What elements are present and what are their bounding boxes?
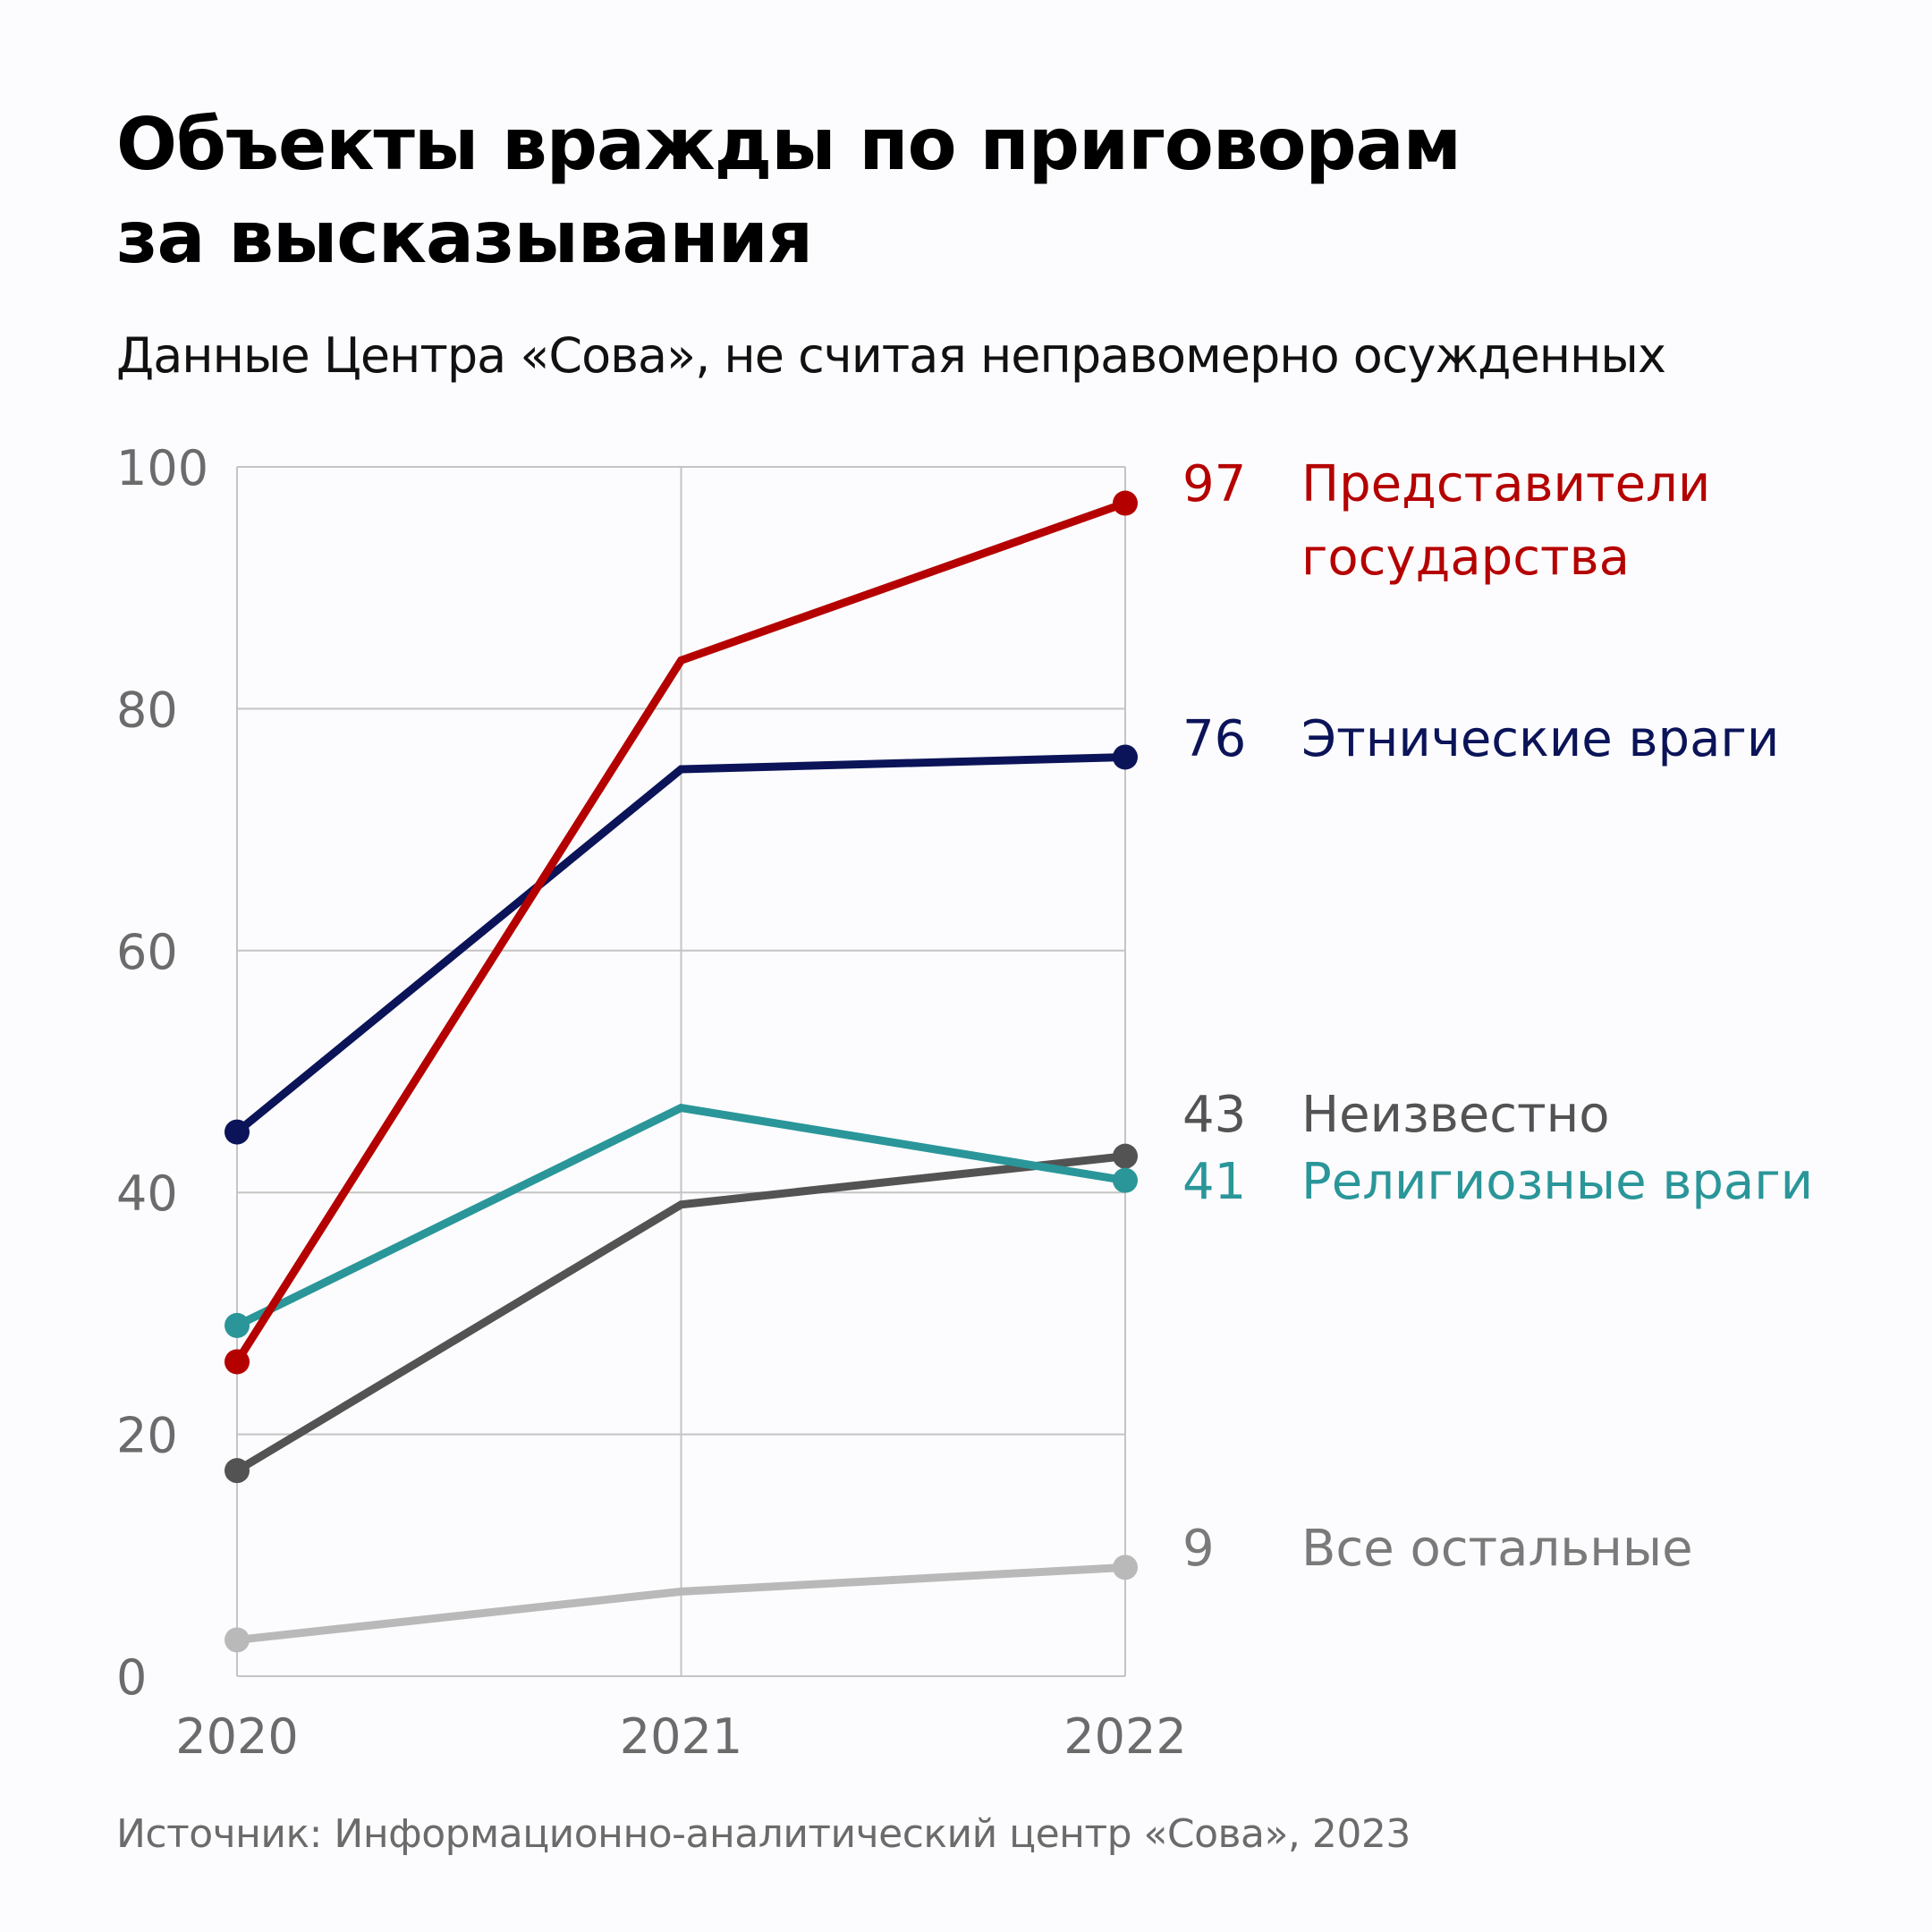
y-tick-label: 40 [116,1165,178,1222]
chart-title-line-2: за высказывания [116,196,813,279]
chart-subtitle: Данные Центра «Сова», не считая неправом… [116,327,1666,384]
y-tick-label: 100 [116,440,208,496]
source-note: Источник: Информационно-аналитический це… [116,1811,1411,1857]
series-value-label: 41 [1182,1153,1246,1211]
series-value-label: 76 [1182,710,1246,768]
data-point-start [225,1349,250,1375]
data-point-start [225,1627,250,1653]
series-value-label: 97 [1182,455,1246,513]
series-value-label: 43 [1182,1086,1246,1144]
chart-title: Объекты вражды по приговорам за высказыв… [116,98,1462,284]
series-line [234,1152,1126,1475]
x-tick-label: 2021 [620,1708,742,1765]
data-point-start [225,1119,250,1145]
x-axis-ticks: 2020 2021 2022 [175,1708,1186,1765]
series-name-label: Неизвестно [1301,1086,1609,1144]
data-point-end [1113,490,1138,516]
x-tick-label: 2022 [1063,1708,1186,1765]
x-tick-label: 2020 [175,1708,298,1765]
series-line [236,1563,1126,1644]
data-point-end [1113,1167,1138,1193]
data-point-start [225,1312,250,1338]
series-name-label: Представители [1301,455,1710,513]
series-line [234,752,1126,1136]
series-labels: 97 Представители государства 76 Этнические в… [1182,455,1813,1578]
y-tick-label: 20 [116,1408,178,1464]
chart-title-line-1: Объекты вражды по приговорам [116,103,1462,186]
data-point-end [1113,1555,1138,1580]
series-lines [225,490,1138,1653]
series-name-label: Этнические враги [1301,710,1779,768]
y-tick-label: 0 [116,1649,147,1706]
series-name-label: Все остальные [1301,1520,1693,1578]
y-tick-label: 60 [116,924,178,980]
y-axis-ticks: 0 20 40 60 80 100 [116,440,208,1706]
data-point-end [1113,744,1138,770]
grid [236,466,1126,1677]
series-line [235,1103,1126,1329]
y-tick-label: 80 [116,682,178,738]
series-name-label: государства [1301,529,1630,587]
series-name-label: Религиозные враги [1301,1153,1813,1211]
data-point-end [1113,1143,1138,1169]
series-value-label: 9 [1182,1520,1215,1578]
data-point-start [225,1458,250,1484]
series-line [233,499,1127,1364]
